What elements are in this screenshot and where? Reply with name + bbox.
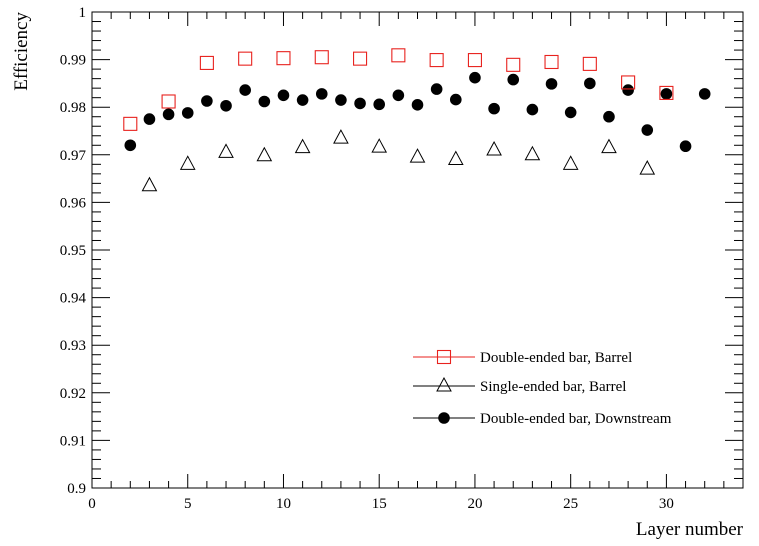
data-point bbox=[218, 143, 234, 158]
data-point bbox=[409, 148, 426, 163]
data-point bbox=[143, 113, 156, 125]
data-point bbox=[488, 102, 500, 115]
x-axis-tick-labels: 0 5 10 15 20 25 30 bbox=[88, 496, 674, 512]
x-tick-label: 5 bbox=[184, 496, 192, 512]
data-point bbox=[524, 145, 541, 161]
y-tick-label: 0.94 bbox=[60, 291, 87, 307]
data-point bbox=[314, 50, 329, 65]
legend-label: Double-ended bar, Downstream bbox=[480, 411, 672, 427]
data-point bbox=[621, 75, 636, 90]
x-tick-label: 30 bbox=[659, 496, 674, 512]
data-points bbox=[123, 48, 711, 192]
data-point bbox=[526, 103, 539, 116]
data-point bbox=[391, 48, 406, 63]
y-tick-label: 1 bbox=[79, 5, 87, 21]
data-point bbox=[507, 73, 520, 86]
data-point bbox=[294, 138, 311, 154]
legend-marker bbox=[438, 412, 450, 424]
data-point bbox=[201, 95, 213, 107]
y-tick-label: 0.96 bbox=[60, 195, 87, 211]
data-point bbox=[335, 94, 347, 106]
data-point bbox=[373, 98, 386, 111]
legend-label: Double-ended bar, Barrel bbox=[480, 350, 632, 366]
x-tick-label: 20 bbox=[467, 496, 482, 512]
x-axis-ticks bbox=[91, 12, 744, 488]
data-point bbox=[564, 106, 577, 119]
data-point bbox=[562, 155, 579, 170]
data-point bbox=[315, 88, 328, 100]
data-point bbox=[179, 155, 196, 170]
data-point bbox=[371, 138, 388, 153]
data-point bbox=[411, 99, 424, 111]
data-point bbox=[392, 89, 405, 102]
data-point bbox=[486, 140, 502, 156]
y-tick-label: 0.99 bbox=[60, 53, 86, 69]
x-tick-label: 10 bbox=[276, 496, 291, 512]
data-point bbox=[181, 107, 194, 119]
legend: Double-ended bar, Barrel Single-ended bar… bbox=[413, 349, 672, 427]
data-point bbox=[296, 94, 309, 106]
x-tick-label: 25 bbox=[563, 496, 578, 512]
legend-label: Single-ended bar, Barrel bbox=[480, 379, 626, 395]
data-point bbox=[469, 71, 481, 84]
data-point bbox=[276, 51, 291, 66]
x-tick-label: 0 bbox=[88, 496, 96, 512]
data-point bbox=[603, 110, 615, 123]
y-axis-tick-labels: 0.9 0.91 0.92 0.93 0.94 0.95 0.96 0.97 0.98 0.99 1 bbox=[60, 5, 87, 497]
data-point bbox=[545, 78, 558, 90]
data-point bbox=[353, 51, 368, 66]
data-point bbox=[582, 56, 597, 71]
data-point bbox=[124, 139, 137, 152]
y-axis-ticks bbox=[92, 11, 743, 489]
data-point bbox=[698, 88, 711, 100]
y-tick-label: 0.95 bbox=[60, 243, 86, 259]
y-tick-label: 0.92 bbox=[60, 386, 86, 402]
x-tick-label: 15 bbox=[372, 496, 387, 512]
data-point bbox=[601, 138, 617, 154]
data-point bbox=[622, 84, 634, 96]
y-tick-label: 0.98 bbox=[60, 100, 86, 116]
data-point bbox=[239, 84, 251, 96]
data-point bbox=[199, 55, 214, 70]
data-point bbox=[141, 176, 158, 192]
data-point bbox=[506, 57, 521, 72]
data-point bbox=[123, 116, 138, 131]
data-point bbox=[449, 93, 462, 106]
data-point bbox=[584, 77, 596, 90]
legend-marker bbox=[436, 376, 452, 392]
y-tick-label: 0.93 bbox=[60, 338, 86, 354]
y-tick-label: 0.97 bbox=[60, 148, 87, 164]
data-point bbox=[467, 53, 482, 68]
data-point bbox=[161, 94, 176, 109]
y-tick-label: 0.9 bbox=[67, 481, 86, 497]
data-point bbox=[277, 89, 290, 102]
data-point bbox=[429, 53, 444, 68]
data-point bbox=[660, 88, 673, 100]
y-tick-label: 0.91 bbox=[60, 433, 86, 449]
data-point bbox=[447, 150, 464, 166]
data-point bbox=[679, 140, 692, 153]
data-point bbox=[220, 99, 232, 112]
data-point bbox=[333, 129, 349, 144]
data-point bbox=[354, 97, 366, 110]
data-point bbox=[258, 95, 271, 108]
data-point bbox=[544, 54, 559, 70]
data-point bbox=[430, 83, 443, 95]
data-point bbox=[659, 85, 674, 100]
data-point bbox=[641, 124, 654, 136]
data-point bbox=[238, 51, 253, 66]
data-point bbox=[639, 160, 656, 175]
legend-marker bbox=[436, 349, 452, 365]
data-point bbox=[162, 108, 175, 121]
x-axis-title: Layer number bbox=[636, 519, 744, 540]
data-point bbox=[256, 146, 273, 162]
y-axis-title: Efficiency bbox=[11, 12, 32, 91]
